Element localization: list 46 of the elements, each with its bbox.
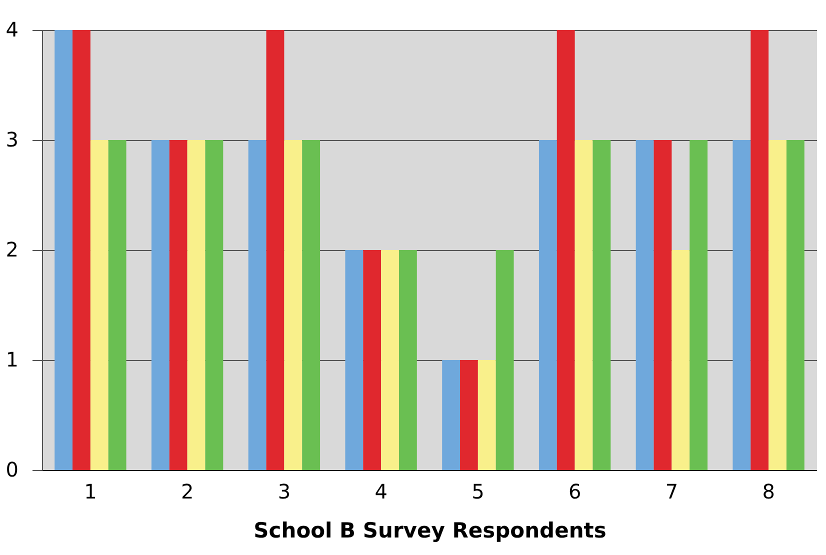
bar bbox=[478, 360, 496, 470]
bar bbox=[442, 360, 460, 470]
bar bbox=[556, 30, 575, 470]
bar bbox=[151, 140, 170, 470]
y-tick-label: 1 bbox=[6, 348, 18, 372]
bar bbox=[654, 140, 672, 470]
bar bbox=[381, 250, 399, 470]
x-tick-label: 5 bbox=[472, 480, 484, 504]
x-tick-label: 2 bbox=[180, 480, 194, 504]
bar bbox=[169, 140, 188, 470]
bar bbox=[786, 140, 804, 470]
bar bbox=[768, 140, 786, 470]
bar bbox=[460, 360, 478, 470]
bar bbox=[284, 140, 302, 470]
bar bbox=[266, 30, 284, 470]
bar bbox=[690, 140, 708, 470]
bar bbox=[398, 250, 417, 470]
x-tick-label: 8 bbox=[762, 480, 775, 504]
bar bbox=[496, 250, 514, 470]
bar bbox=[672, 250, 690, 470]
bar bbox=[90, 140, 108, 470]
bar bbox=[108, 140, 126, 470]
bar bbox=[302, 140, 320, 470]
bar bbox=[592, 140, 611, 470]
bar bbox=[54, 30, 73, 470]
bar bbox=[345, 250, 364, 470]
x-tick-label: 6 bbox=[568, 480, 582, 504]
bar bbox=[732, 140, 751, 470]
x-tick-label: 1 bbox=[84, 480, 97, 504]
bar bbox=[205, 140, 224, 470]
bar bbox=[363, 250, 382, 470]
bar bbox=[187, 140, 206, 470]
x-axis-title: School B Survey Respondents bbox=[254, 518, 606, 542]
x-tick-label: 3 bbox=[278, 480, 291, 504]
y-tick-label: 4 bbox=[6, 18, 18, 42]
bar bbox=[636, 140, 654, 470]
x-tick-label: 7 bbox=[665, 480, 678, 504]
x-tick-label: 4 bbox=[374, 480, 388, 504]
bar bbox=[72, 30, 90, 470]
bar bbox=[750, 30, 769, 470]
y-tick-label: 2 bbox=[6, 238, 18, 262]
y-tick-label: 0 bbox=[6, 458, 18, 482]
bar bbox=[574, 140, 593, 470]
y-tick-label: 3 bbox=[6, 128, 18, 152]
bar bbox=[248, 140, 266, 470]
bar bbox=[538, 140, 557, 470]
